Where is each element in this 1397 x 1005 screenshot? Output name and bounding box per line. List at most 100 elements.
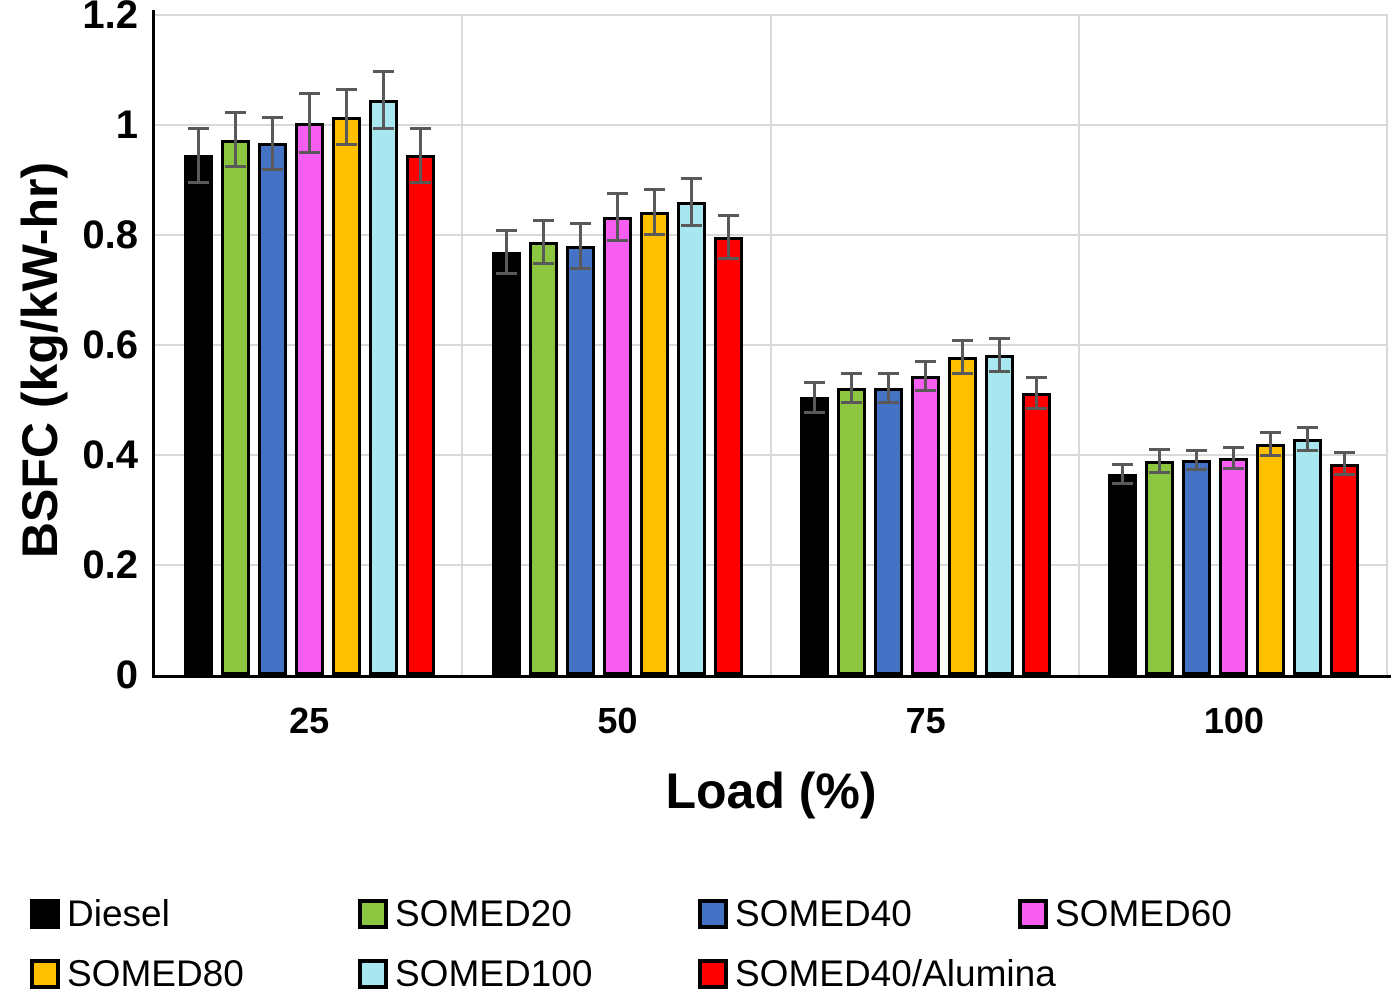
x-tick-label: 25: [289, 700, 330, 741]
error-bar-cap: [878, 372, 900, 376]
legend-marker: [358, 959, 388, 989]
bar-somed40-50: [565, 246, 595, 675]
bar-somed100-75: [985, 354, 1015, 675]
error-bar-line: [961, 340, 965, 375]
bar-somed100-25: [368, 100, 398, 675]
error-bar-cap: [495, 228, 517, 232]
error-bar-cap: [1186, 449, 1208, 453]
error-bar-cap: [1334, 473, 1356, 477]
y-axis-line: [152, 10, 155, 678]
legend-label: SOMED40/Alumina: [735, 953, 1056, 994]
bar-somed20-75: [837, 387, 867, 675]
error-bar-cap: [372, 127, 394, 131]
error-bar-line: [652, 188, 656, 235]
error-bar-cap: [841, 400, 863, 404]
error-bar-cap: [804, 410, 826, 414]
error-bar-cap: [1260, 430, 1282, 434]
error-bar-cap: [1026, 406, 1048, 410]
legend-label: Diesel: [67, 893, 170, 934]
legend-label: SOMED60: [1055, 893, 1232, 934]
error-bar-cap: [878, 400, 900, 404]
bar-somed20-100: [1145, 461, 1175, 675]
error-bar-cap: [1297, 449, 1319, 453]
error-bar-line: [381, 71, 385, 130]
v-gridline: [769, 15, 772, 675]
error-bar-cap: [643, 187, 665, 191]
error-bar-cap: [187, 126, 209, 130]
error-bar-line: [578, 222, 582, 270]
error-bar-line: [233, 112, 237, 168]
bar-somed60-25: [294, 122, 324, 675]
error-bar-line: [813, 381, 817, 413]
error-bar-line: [615, 193, 619, 241]
y-tick-label: 0.2: [82, 543, 138, 587]
error-bar-cap: [1026, 375, 1048, 379]
h-gridline: [155, 564, 1388, 566]
x-axis-title: Load (%): [665, 763, 877, 819]
error-bar-cap: [409, 180, 431, 184]
error-bar-line: [1035, 376, 1039, 409]
error-bar-cap: [915, 359, 937, 363]
error-bar-cap: [606, 238, 628, 242]
error-bar-line: [270, 116, 274, 170]
legend-marker: [698, 959, 728, 989]
legend-label: SOMED40: [735, 893, 912, 934]
error-bar-cap: [409, 126, 431, 130]
error-bar-cap: [1297, 425, 1319, 429]
bar-somed40alumina-75: [1022, 392, 1052, 675]
v-gridline: [1386, 15, 1388, 675]
legend-marker: [1018, 899, 1048, 929]
error-bar-cap: [1223, 466, 1245, 470]
error-bar-cap: [989, 336, 1011, 340]
bar-somed40-25: [257, 143, 287, 675]
x-tick-label: 75: [905, 700, 946, 741]
error-bar-cap: [532, 219, 554, 223]
legend-item-somed40: SOMED40: [698, 893, 912, 934]
error-bar-cap: [804, 380, 826, 384]
error-bar-line: [1195, 450, 1199, 470]
v-gridline: [1077, 15, 1080, 675]
legend-item-somed80: SOMED80: [30, 955, 244, 992]
y-tick-label: 1.2: [82, 0, 138, 37]
error-bar-cap: [335, 87, 357, 91]
x-tick-label: 100: [1203, 700, 1264, 741]
legend-marker: [30, 959, 60, 989]
error-bar-cap: [532, 262, 554, 266]
bar-somed40-75: [874, 387, 904, 675]
error-bar-cap: [298, 150, 320, 154]
legend-label: SOMED100: [395, 953, 593, 994]
error-bar-cap: [841, 372, 863, 376]
bar-somed80-25: [331, 116, 361, 675]
bar-somed60-50: [602, 216, 632, 675]
bar-somed20-25: [220, 139, 250, 675]
h-gridline: [155, 14, 1388, 16]
bar-somed40alumina-25: [405, 155, 435, 675]
error-bar-line: [726, 215, 730, 260]
error-bar-line: [1306, 426, 1310, 452]
x-axis-line: [152, 675, 1391, 678]
error-bar-cap: [224, 111, 246, 115]
legend-label: SOMED20: [395, 893, 572, 934]
h-gridline: [155, 454, 1388, 456]
error-bar-line: [307, 93, 311, 153]
bar-somed100-50: [676, 202, 706, 675]
error-bar-cap: [372, 70, 394, 74]
y-tick-label: 0: [115, 653, 138, 697]
error-bar-cap: [717, 214, 739, 218]
error-bar-cap: [680, 176, 702, 180]
y-tick-label: 0.8: [82, 213, 138, 257]
error-bar-cap: [1260, 454, 1282, 458]
error-bar-cap: [1186, 467, 1208, 471]
bar-somed40alumina-50: [713, 237, 743, 675]
error-bar-cap: [224, 165, 246, 169]
error-bar-cap: [187, 180, 209, 184]
legend-item-somed20: SOMED20: [358, 893, 572, 934]
error-bar-cap: [680, 224, 702, 228]
error-bar-cap: [569, 221, 591, 225]
error-bar-cap: [952, 339, 974, 343]
bar-somed40-100: [1182, 459, 1212, 675]
legend-item-somed60: SOMED60: [1018, 893, 1232, 934]
x-tick-label: 50: [597, 700, 638, 741]
error-bar-cap: [989, 369, 1011, 373]
bar-somed100-100: [1293, 439, 1323, 675]
